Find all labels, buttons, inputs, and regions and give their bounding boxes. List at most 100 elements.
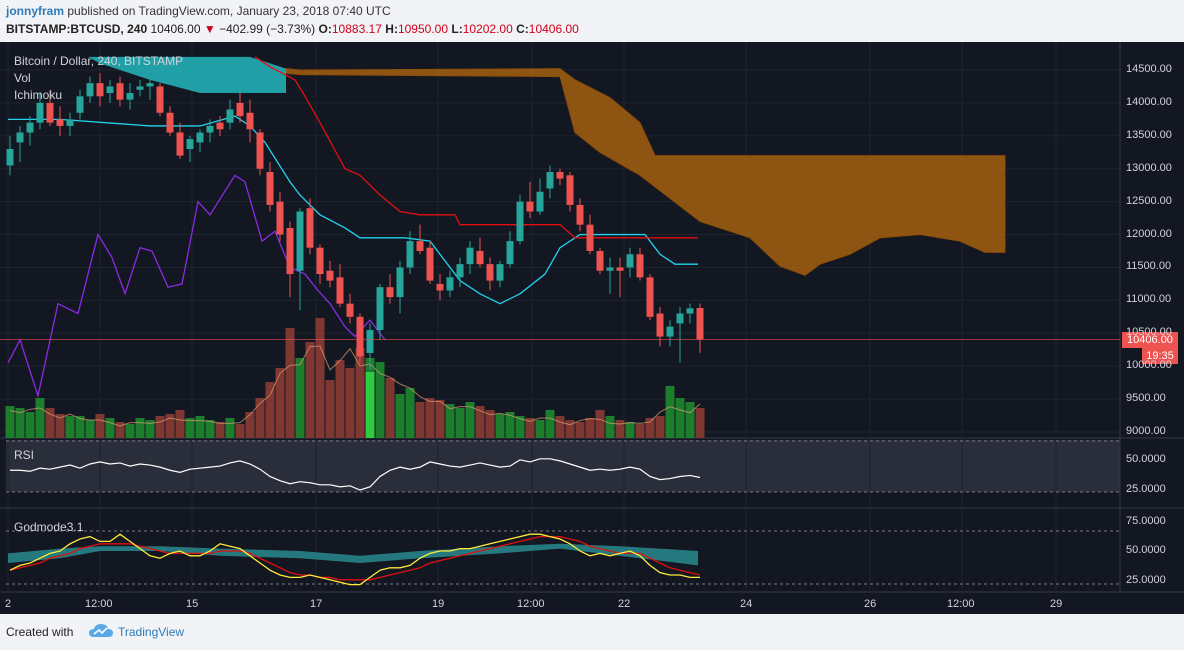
candle-body <box>576 204 584 225</box>
close-label: C: <box>516 22 529 36</box>
candle-body <box>486 264 494 281</box>
volume-bar <box>495 414 505 438</box>
volume-bar <box>215 422 225 438</box>
godmode-tick-label: 50.0000 <box>1126 544 1166 556</box>
price-tick-label: 13500.00 <box>1126 128 1172 141</box>
price-tick-label: 11500.00 <box>1126 260 1172 273</box>
volume-bar <box>445 404 455 438</box>
time-tick-label: 15 <box>186 598 199 610</box>
volume-bar <box>465 402 475 438</box>
volume-bar <box>265 382 275 438</box>
tradingview-link[interactable]: TradingView <box>118 625 185 639</box>
candle-body <box>276 201 284 235</box>
volume-bar <box>625 422 635 438</box>
volume-bar <box>35 398 45 438</box>
candle-body <box>406 241 414 268</box>
candle-body <box>96 83 104 97</box>
time-tick-label: 19 <box>432 598 445 610</box>
volume-bar <box>205 420 215 438</box>
candle-body <box>346 303 354 317</box>
candle-body <box>666 326 674 337</box>
candle-body <box>86 83 94 97</box>
ichimoku-lagging-span <box>7 174 386 399</box>
ichimoku-indicator-label[interactable]: Ichimoku <box>14 88 63 102</box>
godmode-slow-line <box>9 535 701 581</box>
publish-line: jonnyfram published on TradingView.com, … <box>6 4 391 18</box>
candle-body <box>566 175 574 205</box>
candle-body <box>166 112 174 133</box>
high-label: H: <box>385 22 398 36</box>
candle-body <box>426 247 434 281</box>
volume-bar <box>305 342 315 438</box>
volume-bar <box>15 408 25 438</box>
rsi-band-fill <box>6 440 1120 492</box>
candle-body <box>696 308 704 340</box>
price-tick-label: 12500.00 <box>1126 194 1172 207</box>
volume-bar <box>125 424 135 438</box>
volume-bar <box>675 398 685 438</box>
time-tick-label: 17 <box>310 598 323 610</box>
volume-bar <box>115 422 125 438</box>
candle-body <box>556 172 564 179</box>
candle-body <box>326 270 334 281</box>
chart-area[interactable]: Bitcoin / Dollar, 240, BITSTAMP Vol Ichi… <box>0 42 1184 614</box>
volume-bar <box>315 318 325 438</box>
candle-body <box>636 254 644 278</box>
volume-bar <box>365 372 375 438</box>
volume-bar <box>665 386 675 438</box>
volume-bar <box>405 388 415 438</box>
volume-bar <box>375 362 385 438</box>
volume-bar <box>685 402 695 438</box>
candle-body <box>296 211 304 271</box>
candle-body <box>16 132 24 143</box>
volume-bar <box>345 368 355 438</box>
last-price-tag: 10406.00 <box>1122 332 1178 348</box>
volume-bar <box>135 418 145 438</box>
volume-bar <box>385 378 395 438</box>
volume-bar <box>545 410 555 438</box>
volume-bar <box>175 410 185 438</box>
rsi-pane-title[interactable]: RSI <box>14 448 35 462</box>
candle-body <box>506 241 514 265</box>
candle-body <box>116 83 124 100</box>
volume-bar <box>535 420 545 438</box>
candle-body <box>536 191 544 212</box>
volume-bar <box>155 416 165 438</box>
footer: Created with TradingView <box>0 614 1184 650</box>
godmode-pane-title[interactable]: Godmode3.1 <box>14 520 84 534</box>
volume-bar <box>5 406 15 438</box>
author-link[interactable]: jonnyfram <box>6 4 65 18</box>
volume-bar <box>55 414 65 438</box>
candle-body <box>56 119 64 126</box>
candle-body <box>246 112 254 130</box>
rsi-tick-label: 25.0000 <box>1126 483 1166 495</box>
high-value: 10950.00 <box>397 22 449 36</box>
candle-body <box>26 122 34 133</box>
volume-bar <box>25 412 35 438</box>
ichimoku-tenkan-line <box>8 115 698 305</box>
candle-body <box>686 308 694 314</box>
volume-bar <box>525 418 535 438</box>
candle-body <box>606 267 614 271</box>
candle-body <box>186 139 194 149</box>
time-tick-label: 22 <box>618 598 631 610</box>
volume-bar <box>275 368 285 438</box>
rsi-tick-label: 50.0000 <box>1126 453 1166 465</box>
volume-bar <box>555 416 565 438</box>
candle-body <box>256 132 264 169</box>
candle-body <box>196 132 204 143</box>
main-pane-title: Bitcoin / Dollar, 240, BITSTAMP <box>14 54 184 68</box>
low-label: L: <box>451 22 463 36</box>
chart-canvas[interactable] <box>0 42 1184 614</box>
volume-bar <box>395 394 405 438</box>
price-tick-label: 12000.00 <box>1126 227 1172 240</box>
candle-body <box>356 316 364 357</box>
volume-indicator-label[interactable]: Vol <box>14 71 31 85</box>
volume-bar <box>505 412 515 438</box>
volume-bar <box>105 418 115 438</box>
time-tick-label: 12:00 <box>85 598 113 610</box>
candle-body <box>456 264 464 278</box>
volume-bar <box>85 420 95 438</box>
volume-bar <box>245 412 255 438</box>
volume-bar <box>335 360 345 438</box>
